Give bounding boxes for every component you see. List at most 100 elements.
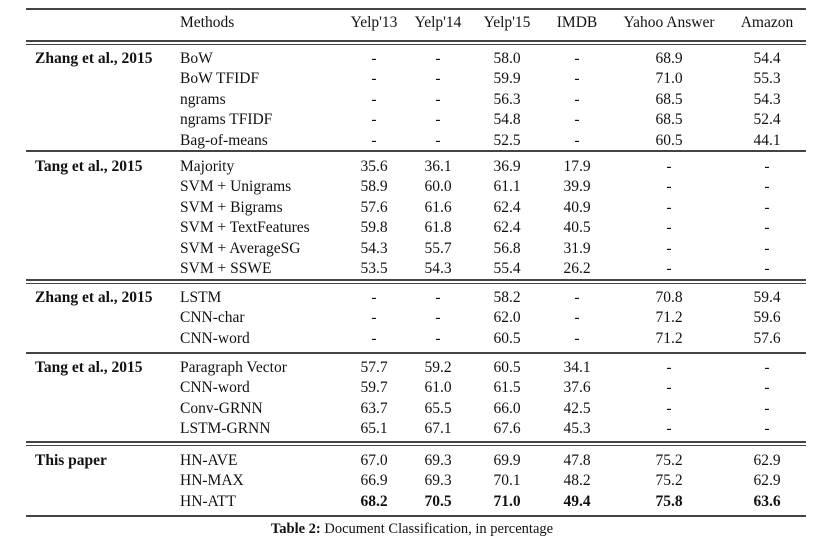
table-cell: 75.2 <box>655 452 683 469</box>
header-column: Yelp'13 <box>350 14 398 31</box>
table-cell: - <box>371 70 377 88</box>
method-name: SVM + Unigrams <box>180 178 292 196</box>
table-cell: 61.5 <box>493 379 521 397</box>
table-cell: - <box>764 420 770 438</box>
table-cell: 54.8 <box>493 111 521 129</box>
table-cell: 60.0 <box>424 178 452 196</box>
table-cell: - <box>435 309 441 327</box>
table-cell: 62.0 <box>493 309 521 327</box>
table-cell: - <box>574 50 580 67</box>
table-cell: - <box>666 260 672 277</box>
table-cell: 59.2 <box>424 359 452 376</box>
table-cell: - <box>371 289 377 306</box>
table-cell: 44.1 <box>753 131 781 149</box>
table-cell: 58.2 <box>493 289 521 306</box>
header-methods: Methods <box>180 14 235 31</box>
table-cell: 35.6 <box>360 158 388 175</box>
header-column: Yahoo Answer <box>623 14 715 31</box>
table-cell: - <box>764 399 770 417</box>
table-cell: 75.8 <box>655 492 683 510</box>
group-label: This paper <box>35 452 107 469</box>
table-cell: 37.6 <box>563 379 591 397</box>
table-cell: 59.4 <box>753 289 781 306</box>
table-cell: - <box>574 131 580 149</box>
group-label: Tang et al., 2015 <box>35 158 143 175</box>
table-cell: - <box>435 70 441 88</box>
table-cell: - <box>666 158 672 175</box>
method-name: Majority <box>180 158 235 175</box>
table-cell: 70.8 <box>655 289 683 306</box>
table-cell: 61.6 <box>424 198 452 216</box>
table-cell: 61.8 <box>424 219 452 237</box>
table-cell: 34.1 <box>563 359 591 376</box>
header-column: IMDB <box>556 14 598 31</box>
table-cell: 70.1 <box>493 472 521 490</box>
table-cell: - <box>574 111 580 129</box>
table-cell: 65.5 <box>424 399 452 417</box>
table-cell: 54.3 <box>360 239 388 257</box>
table-rule <box>26 441 806 443</box>
table-cell: 55.7 <box>424 239 452 257</box>
table-cell: - <box>435 111 441 129</box>
table-cell: 62.9 <box>753 452 781 469</box>
table-cell: - <box>764 198 770 216</box>
table-cell: 67.6 <box>493 420 521 438</box>
table-cell: 62.4 <box>493 198 521 216</box>
method-name: BoW TFIDF <box>180 70 260 88</box>
table-cell: 62.9 <box>753 472 781 490</box>
table-cell: - <box>574 309 580 327</box>
table-cell: - <box>435 90 441 108</box>
table-rule <box>26 444 806 446</box>
table-cell: 60.5 <box>655 131 683 149</box>
table-rule <box>26 40 806 42</box>
method-name: CNN-char <box>180 309 245 327</box>
table-cell: - <box>574 329 580 347</box>
table-cell: 56.3 <box>493 90 521 108</box>
table-cell: 57.6 <box>360 198 388 216</box>
table-cell: 54.3 <box>424 260 452 277</box>
table-cell: 52.4 <box>753 111 781 129</box>
table-cell: 70.5 <box>424 492 452 510</box>
table-cell: 54.4 <box>753 50 781 67</box>
table-cell: 75.2 <box>655 472 683 490</box>
table-cell: - <box>371 90 377 108</box>
table-cell: 45.3 <box>563 420 591 438</box>
table-cell: - <box>435 50 441 67</box>
table-cell: 36.9 <box>493 158 521 175</box>
table-cell: 68.9 <box>655 50 683 67</box>
table-cell: - <box>666 359 672 376</box>
table-cell: 42.5 <box>563 399 591 417</box>
table-rule <box>26 352 806 354</box>
table-cell: 63.6 <box>753 492 781 510</box>
table-cell: 49.4 <box>563 492 591 510</box>
method-name: HN-MAX <box>180 472 244 490</box>
table-cell: 60.5 <box>493 329 521 347</box>
table-cell: - <box>371 131 377 149</box>
header-column: Amazon <box>740 14 794 31</box>
table-rule <box>26 279 806 281</box>
table-cell: - <box>371 329 377 347</box>
table-cell: 71.0 <box>493 492 521 510</box>
table-cell: - <box>574 90 580 108</box>
method-name: ngrams TFIDF <box>180 111 273 129</box>
table-cell: - <box>435 289 441 306</box>
method-name: SVM + TextFeatures <box>180 219 310 237</box>
method-name: LSTM-GRNN <box>180 420 271 438</box>
table-cell: 40.5 <box>563 219 591 237</box>
table-cell: 58.0 <box>493 50 521 67</box>
table-cell: 71.2 <box>655 309 683 327</box>
table-cell: - <box>764 219 770 237</box>
table-cell: 71.2 <box>655 329 683 347</box>
table-cell: 40.9 <box>563 198 591 216</box>
table-cell: 57.7 <box>360 359 388 376</box>
table-cell: - <box>666 198 672 216</box>
table-cell: 52.5 <box>493 131 521 149</box>
method-name: LSTM <box>180 289 222 306</box>
table-cell: 68.2 <box>360 492 388 510</box>
table-cell: 58.9 <box>360 178 388 196</box>
table-cell: - <box>764 379 770 397</box>
table-cell: - <box>371 50 377 67</box>
table-cell: 54.3 <box>753 90 781 108</box>
table-cell: 67.0 <box>360 452 388 469</box>
table-cell: - <box>666 239 672 257</box>
